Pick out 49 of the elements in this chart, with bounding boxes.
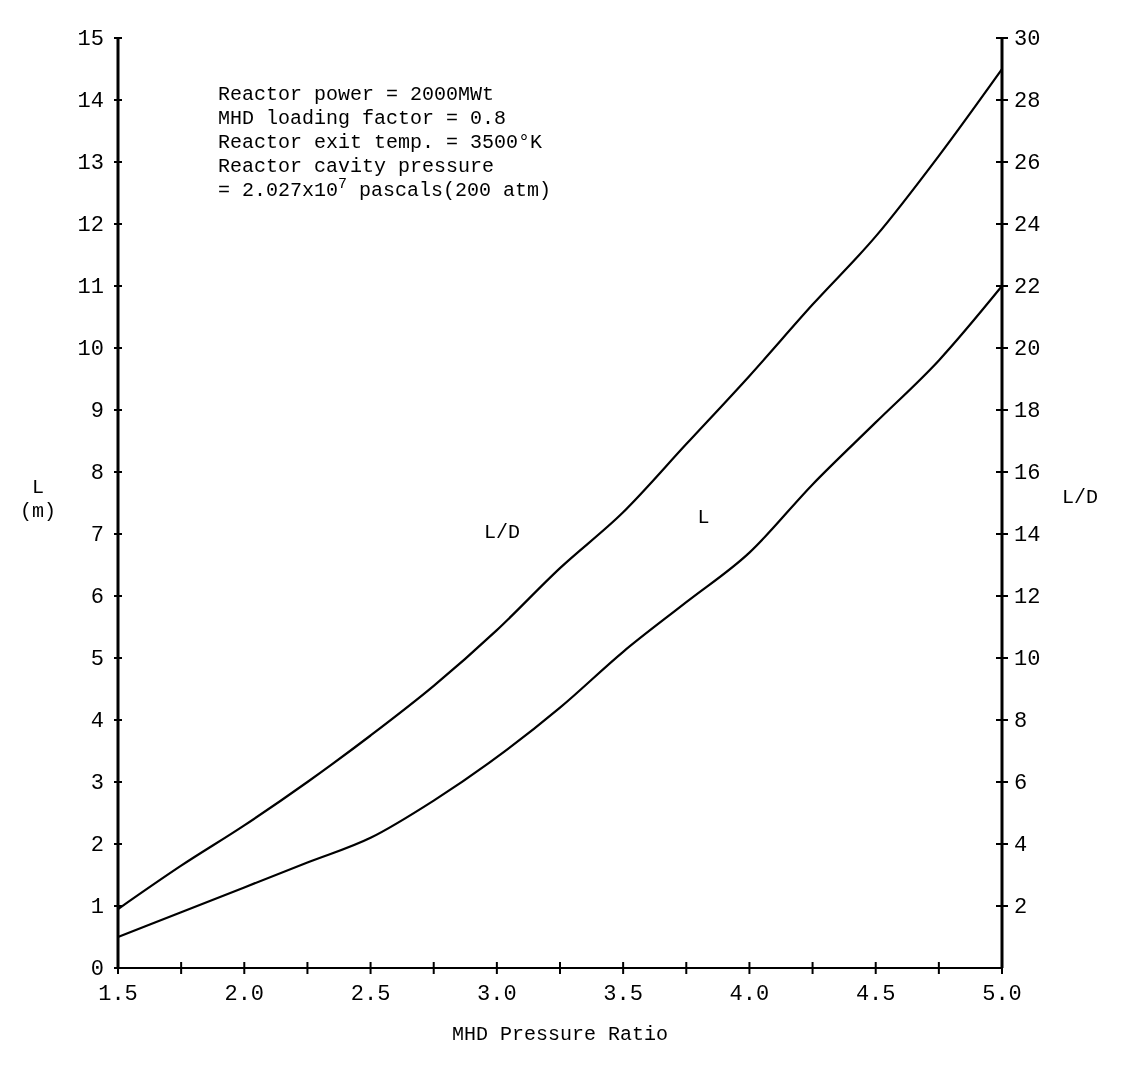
y2-tick-label: 28 [1014, 89, 1041, 114]
y-tick-label: 0 [90, 957, 104, 982]
annotation: Reactor power = 2000MWt [218, 83, 495, 106]
y2-tick-label: 8 [1014, 709, 1028, 734]
y-tick-label: 14 [77, 89, 104, 114]
y2-tick-label: 20 [1014, 337, 1041, 362]
y2-tick-label: 2 [1014, 895, 1028, 920]
y2-tick-label: 6 [1014, 771, 1028, 796]
annotation: = 2.027x10$^{7}$ pascals(200 atm) [218, 175, 552, 202]
y2-tick-label: 24 [1014, 213, 1041, 238]
x-tick-label: 3.5 [603, 982, 643, 1007]
y-tick-label: 5 [90, 647, 104, 672]
x-tick-label: 3.0 [477, 982, 517, 1007]
y2-tick-label: 4 [1014, 833, 1028, 858]
annotation: Reactor exit temp. = 3500°K [218, 131, 543, 154]
y2-tick-label: 16 [1014, 461, 1041, 486]
y-tick-label: 7 [90, 523, 104, 548]
x-tick-label: 4.5 [855, 982, 896, 1007]
x-tick-label: 2.0 [224, 982, 265, 1007]
y-tick-label: 12 [77, 213, 104, 238]
y-tick-label: 6 [90, 585, 104, 610]
y2-tick-label: 22 [1014, 275, 1041, 300]
x-tick-label: 4.0 [729, 982, 770, 1007]
x-axis-title: MHD Pressure Ratio [451, 1023, 669, 1046]
y2-tick-label: 30 [1014, 27, 1041, 52]
y2-tick-label: 12 [1014, 585, 1041, 610]
annotation: Reactor cavity pressure [218, 155, 495, 178]
y-tick-label: 4 [90, 709, 104, 734]
y2-tick-label: 14 [1014, 523, 1041, 548]
x-tick-label: 1.5 [98, 982, 138, 1007]
y2-tick-label: 26 [1014, 151, 1041, 176]
y-tick-label: 13 [77, 151, 104, 176]
y2-tick-label: 10 [1014, 647, 1041, 672]
y2-tick-label: 18 [1014, 399, 1041, 424]
text: L/D [483, 521, 520, 545]
text: L [697, 505, 710, 529]
y-tick-label: 1 [90, 895, 104, 920]
y-tick-label: 11 [77, 275, 104, 300]
y-tick-label: 15 [77, 27, 104, 52]
x-tick-label: 5.0 [982, 982, 1022, 1007]
y-tick-label: 9 [90, 399, 104, 424]
y-tick-label: 8 [90, 461, 104, 486]
y-tick-label: 3 [90, 771, 104, 796]
annotation: MHD loading factor = 0.8 [218, 107, 507, 130]
y-tick-label: 10 [77, 337, 104, 362]
x-tick-label: 2.5 [350, 982, 391, 1007]
y2-axis-title: L/D [1062, 486, 1099, 509]
y-tick-label: 2 [90, 833, 104, 858]
y-axis-title: L (m) [19, 476, 57, 523]
